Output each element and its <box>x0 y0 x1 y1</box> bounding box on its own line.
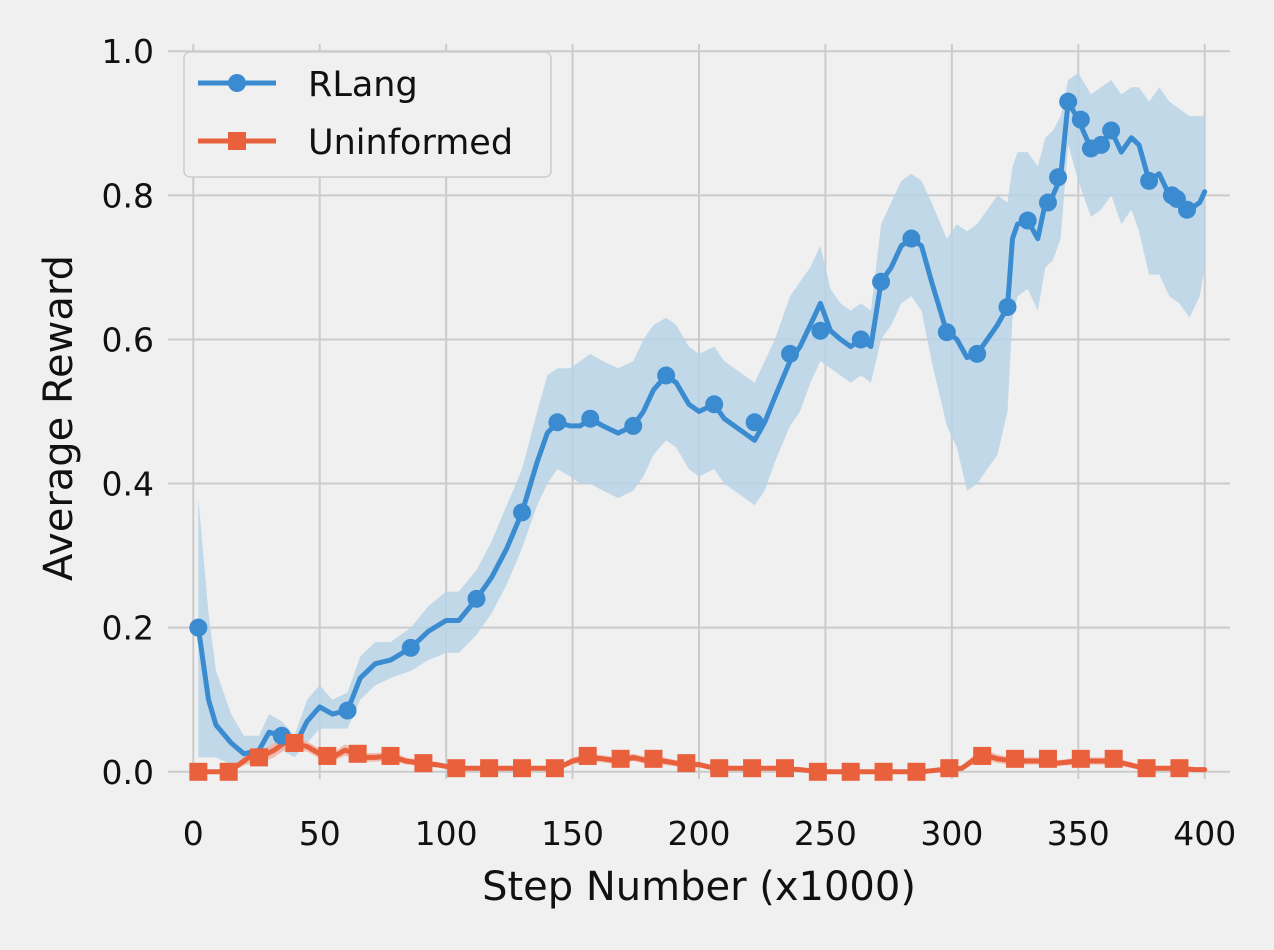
data-point-uninformed <box>1137 759 1156 778</box>
y-tick-label: 1.0 <box>102 32 154 71</box>
data-point-uninformed <box>611 749 630 768</box>
x-axis-label: Step Number (x1000) <box>482 864 916 910</box>
data-point-uninformed <box>1170 759 1189 778</box>
y-axis-label: Average Reward <box>36 255 82 581</box>
y-tick-label: 0.2 <box>102 609 154 648</box>
data-point-rlang <box>872 272 891 291</box>
x-tick-label: 50 <box>299 814 341 853</box>
data-point-uninformed <box>743 759 762 778</box>
y-tick-label: 0.0 <box>102 753 154 792</box>
data-point-uninformed <box>1006 749 1025 768</box>
data-point-rlang <box>1049 168 1068 187</box>
data-point-rlang <box>581 409 600 428</box>
data-point-rlang <box>1178 200 1197 219</box>
x-tick-label: 150 <box>541 814 604 853</box>
data-point-rlang <box>902 229 921 248</box>
data-point-rlang <box>189 618 208 637</box>
legend-marker-rlang <box>228 74 246 92</box>
y-tick-label: 0.4 <box>102 465 154 504</box>
data-point-rlang <box>811 321 830 340</box>
data-point-rlang <box>781 344 800 363</box>
data-point-uninformed <box>1071 749 1090 768</box>
x-tick-label: 400 <box>1173 814 1236 853</box>
data-point-uninformed <box>677 754 696 773</box>
data-point-uninformed <box>907 762 926 781</box>
data-point-uninformed <box>578 746 597 765</box>
data-point-uninformed <box>318 746 337 765</box>
y-tick-label: 0.6 <box>102 320 154 359</box>
data-point-rlang <box>1140 171 1159 190</box>
data-point-uninformed <box>414 754 433 773</box>
data-point-rlang <box>624 416 643 435</box>
data-point-uninformed <box>250 748 269 767</box>
data-point-uninformed <box>973 746 992 765</box>
data-point-uninformed <box>513 759 531 778</box>
data-point-uninformed <box>480 759 499 778</box>
x-tick-label: 200 <box>668 814 731 853</box>
data-point-rlang <box>513 503 531 522</box>
series-line-rlang <box>195 99 1208 757</box>
data-point-uninformed <box>447 759 466 778</box>
data-point-uninformed <box>841 762 860 781</box>
legend-label-rlang: RLang <box>308 65 418 105</box>
data-point-rlang <box>745 413 764 432</box>
data-point-uninformed <box>808 762 827 781</box>
data-point-rlang <box>548 413 567 432</box>
data-point-uninformed <box>545 759 564 778</box>
legend-marker-uninformed <box>228 132 246 150</box>
data-point-rlang <box>467 589 486 608</box>
data-point-uninformed <box>1038 749 1057 768</box>
x-tick-label: 350 <box>1047 814 1110 853</box>
x-tick-label: 300 <box>920 814 983 853</box>
legend-label-uninformed: Uninformed <box>308 123 513 163</box>
data-point-rlang <box>705 395 724 414</box>
data-point-rlang <box>937 323 956 342</box>
data-point-uninformed <box>285 733 304 752</box>
data-point-rlang <box>1018 211 1037 230</box>
data-point-uninformed <box>940 759 959 778</box>
data-point-rlang <box>851 330 870 349</box>
legend: RLang Uninformed <box>183 51 552 178</box>
data-point-rlang <box>998 298 1017 317</box>
data-point-rlang <box>1059 92 1078 111</box>
data-point-uninformed <box>1104 749 1123 768</box>
data-point-rlang <box>1038 193 1057 212</box>
data-point-uninformed <box>348 744 367 763</box>
data-point-rlang <box>1092 135 1111 154</box>
x-tick-label: 0 <box>183 814 204 853</box>
data-point-rlang <box>338 701 357 720</box>
data-point-rlang <box>968 344 987 363</box>
data-point-uninformed <box>874 762 893 781</box>
confidence-band-rlang <box>198 72 1205 765</box>
y-tick-label: 0.8 <box>102 176 154 215</box>
x-tick-label: 250 <box>794 814 857 853</box>
data-point-rlang <box>401 638 420 657</box>
data-point-rlang <box>657 366 676 385</box>
data-point-uninformed <box>189 762 208 781</box>
x-tick-label: 100 <box>415 814 478 853</box>
data-point-uninformed <box>219 762 238 781</box>
data-point-uninformed <box>381 746 400 765</box>
data-point-uninformed <box>775 759 794 778</box>
data-point-rlang <box>1102 121 1121 140</box>
data-point-uninformed <box>644 749 663 768</box>
data-point-uninformed <box>710 759 729 778</box>
series-markers <box>189 92 1197 781</box>
data-point-rlang <box>1071 110 1090 129</box>
tick-labels: 0 50 100 150 200 250 300 350 400 0.0 0.2 0.4 0.6 0.8 1… <box>102 32 1237 853</box>
